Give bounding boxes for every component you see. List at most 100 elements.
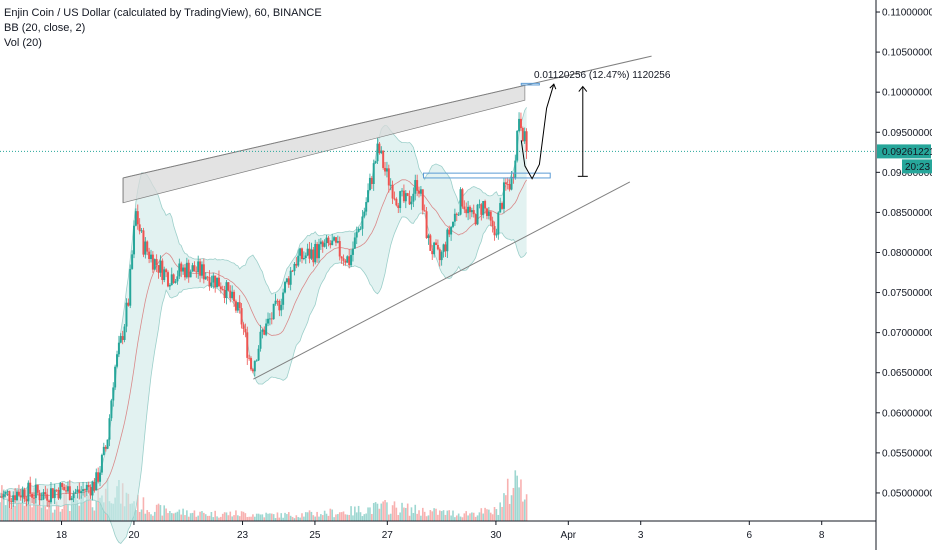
candle-body: [467, 206, 470, 214]
volume-bar: [282, 517, 284, 521]
candle-body: [174, 281, 177, 283]
candle-body: [368, 177, 371, 191]
volume-bar: [42, 498, 45, 521]
candle-body: [244, 328, 247, 333]
volume-bar: [523, 499, 526, 521]
volume-bar: [446, 510, 449, 521]
volume-bar: [340, 512, 343, 521]
candle-body: [395, 198, 398, 206]
volume-bar: [135, 510, 137, 521]
candle-body: [336, 241, 339, 243]
volume-bar: [59, 511, 62, 521]
candle-body: [149, 254, 152, 259]
candle-body: [317, 244, 320, 259]
volume-bar: [182, 508, 184, 521]
candle-body: [123, 326, 126, 340]
candle-body: [142, 230, 145, 255]
volume-bar: [320, 514, 322, 521]
volume-bar: [489, 512, 492, 521]
candle-body: [208, 277, 211, 287]
volume-bar: [486, 509, 488, 521]
volume-bar: [493, 507, 496, 521]
candle-body: [325, 237, 328, 244]
candle-body: [131, 254, 134, 269]
volume-bar: [414, 504, 417, 521]
candle-body: [57, 490, 60, 499]
volume-bar: [14, 505, 16, 521]
volume-bar: [393, 501, 396, 521]
volume-bar: [276, 512, 279, 521]
candle-body: [340, 256, 343, 259]
volume-bar: [63, 494, 65, 521]
candle-body: [176, 276, 179, 282]
candle-body: [348, 256, 351, 266]
candle-body: [112, 387, 115, 401]
candle-body: [74, 491, 77, 494]
volume-bar: [474, 516, 477, 521]
legend-volume: Vol (20): [4, 37, 42, 49]
candle-body: [402, 190, 405, 202]
candle-body: [125, 302, 128, 327]
volume-bar: [388, 514, 390, 521]
candle-body: [231, 291, 234, 299]
bollinger-band-fill: [0, 107, 527, 544]
candle-body: [183, 267, 186, 278]
volume-bar: [178, 509, 181, 521]
x-tick-label: 20: [128, 530, 140, 541]
candle-body: [53, 489, 56, 498]
candle-body: [166, 272, 169, 287]
volume-bar: [457, 513, 460, 521]
candle-body: [59, 483, 62, 499]
volume-bar: [65, 490, 67, 521]
candle-body: [478, 204, 481, 206]
volume-bar: [299, 517, 301, 521]
candle-body: [302, 258, 305, 260]
volume-bar: [261, 514, 264, 521]
candle-body: [87, 484, 90, 488]
volume-bar: [316, 511, 318, 521]
candle-body: [42, 492, 45, 500]
candle-body: [378, 143, 381, 154]
volume-bar: [238, 516, 241, 521]
candle-body: [508, 184, 511, 190]
volume-bar: [216, 516, 218, 521]
volume-bar: [438, 510, 441, 521]
volume-bar: [286, 514, 288, 521]
price-axis-background: [876, 0, 932, 550]
volume-bar: [406, 503, 409, 521]
candle-body: [85, 484, 88, 491]
candle-body: [100, 454, 103, 473]
volume-bar: [518, 487, 520, 521]
volume-bar: [503, 493, 505, 521]
candle-body: [151, 254, 154, 270]
volume-bar: [272, 514, 275, 521]
candle-body: [297, 255, 300, 266]
candle-body: [199, 261, 202, 276]
candle-body: [346, 256, 349, 263]
volume-bar: [395, 507, 398, 521]
candle-body: [272, 303, 275, 320]
volume-bar: [204, 514, 207, 521]
candle-body: [357, 228, 360, 232]
candle-body: [187, 262, 190, 278]
projection-path: [520, 84, 555, 180]
volume-bar: [50, 497, 52, 521]
candle-body: [487, 211, 490, 216]
candle-body: [204, 276, 207, 280]
candle-body: [446, 229, 449, 252]
candle-body: [195, 271, 198, 273]
volume-bar: [376, 503, 379, 521]
volume-bar: [259, 514, 262, 521]
volume-bar: [86, 495, 88, 521]
candle-body: [401, 190, 404, 192]
candle-body: [238, 302, 241, 309]
volume-bar: [19, 502, 22, 521]
volume-bar: [80, 495, 82, 521]
candle-body: [29, 482, 32, 494]
volume-bar: [206, 515, 209, 521]
volume-bar: [357, 505, 360, 521]
measure-arrowhead-top: [578, 85, 588, 92]
target-box: [520, 82, 540, 86]
